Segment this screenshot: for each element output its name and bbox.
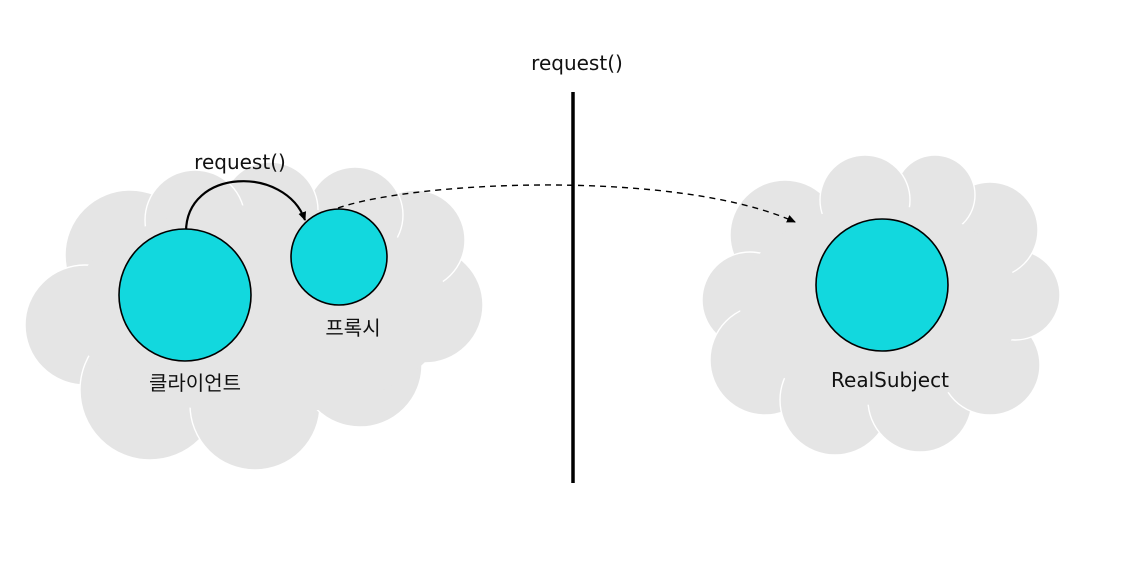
proxy-node	[290, 208, 388, 306]
proxy-label: 프록시	[325, 316, 380, 340]
real-subject-node	[815, 218, 949, 352]
real-subject-label: RealSubject	[831, 368, 949, 392]
client-node	[118, 228, 252, 362]
local-cloud	[24, 161, 484, 471]
remote-request-arrow	[337, 184, 796, 223]
client-label: 클라이언트	[149, 371, 241, 395]
local-call-label: request()	[194, 150, 286, 174]
boundary-call-label: request()	[531, 51, 623, 75]
local-request-arrow	[184, 180, 307, 233]
